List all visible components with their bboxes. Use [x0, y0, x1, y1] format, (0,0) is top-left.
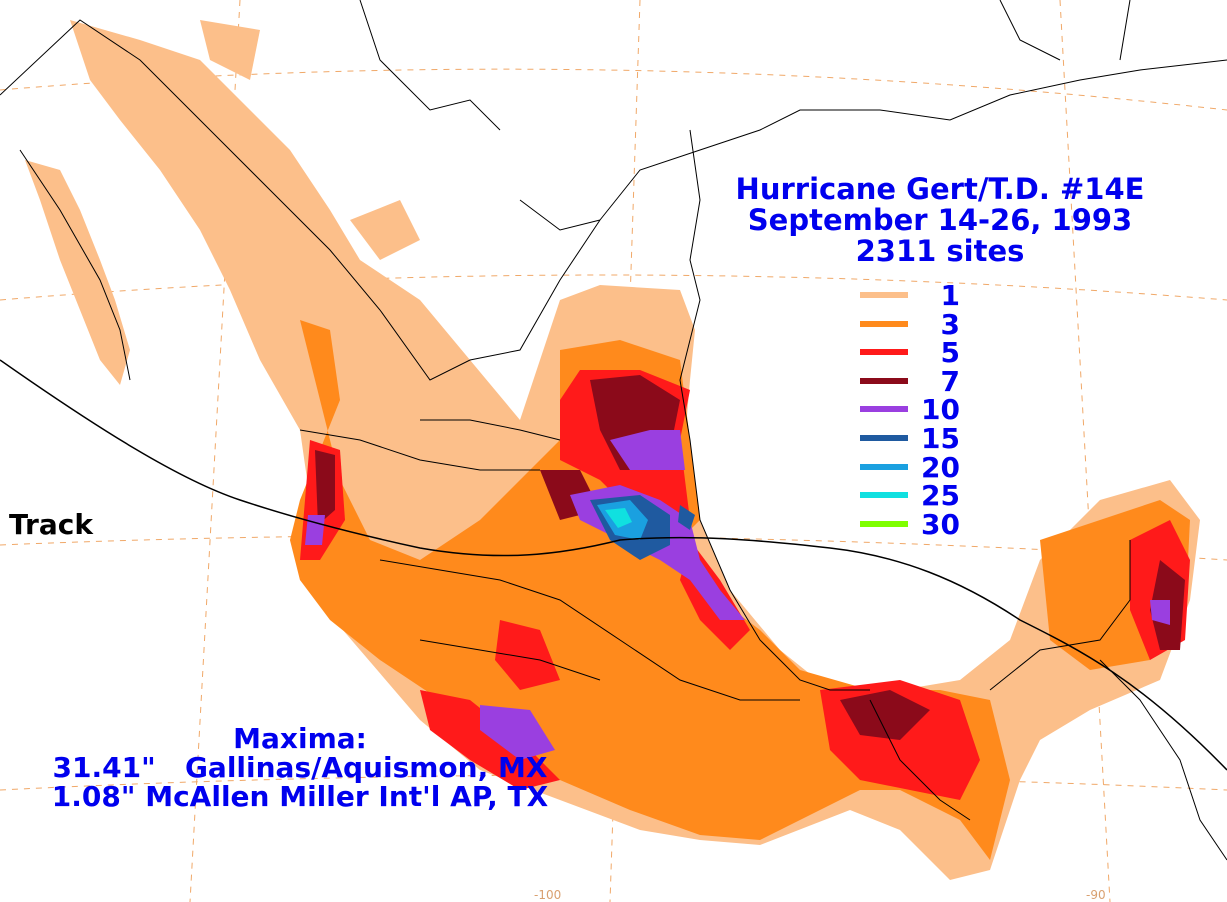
legend-label: 20: [921, 450, 960, 484]
legend-label: 15: [921, 421, 960, 455]
legend-label: 25: [921, 479, 960, 513]
legend-swatch: [860, 520, 908, 527]
legend-label: 1: [940, 279, 960, 312]
legend-swatch: [860, 492, 908, 499]
title-line-3: 2311 sites: [855, 234, 1025, 268]
legend-swatch: [860, 349, 908, 356]
legend-item: 5: [860, 339, 980, 368]
legend-swatch: [860, 434, 908, 441]
legend-label: 7: [940, 364, 960, 398]
maxima-line-2: 1.08" McAllen Miller Int'l AP, TX: [51, 780, 549, 813]
rain-25in: [605, 508, 632, 528]
legend-label: 3: [940, 307, 960, 341]
legend-item: 15: [860, 421, 980, 455]
title-line-2: September 14-26, 1993: [747, 203, 1133, 237]
maxima-block: Maxima: 31.41" Gallinas/Aquismon, MX 1.0…: [30, 724, 570, 811]
legend-label: 5: [940, 336, 960, 370]
legend-label: 10: [921, 393, 960, 427]
legend-swatch: [860, 320, 908, 327]
legend-item: 25: [860, 482, 980, 511]
hurricane-track: [0, 359, 1227, 771]
maxima-heading: Maxima:: [233, 722, 367, 755]
legend-item: 1: [860, 282, 980, 311]
legend-swatch: [860, 406, 908, 413]
track-label: Track: [9, 508, 93, 541]
lon-tick-right: -90: [1086, 888, 1106, 902]
legend-swatch: [860, 463, 908, 470]
legend-item: 7: [860, 364, 980, 398]
map-title: Hurricane Gert/T.D. #14E September 14-26…: [700, 174, 1180, 267]
legend-item: 3: [860, 307, 980, 341]
legend-item: 10: [860, 396, 980, 425]
maxima-line-1: 31.41" Gallinas/Aquismon, MX: [52, 751, 548, 784]
lon-tick-left: -100: [534, 888, 562, 902]
title-line-1: Hurricane Gert/T.D. #14E: [735, 172, 1145, 206]
legend-label: 30: [921, 507, 960, 541]
legend-item: 30: [860, 507, 980, 541]
legend-item: 20: [860, 450, 980, 484]
country-borders: [0, 0, 1227, 861]
legend-swatch: [860, 377, 908, 384]
legend-swatch: [860, 292, 908, 298]
legend: 1 3 5 7 10 15 20 25 30: [860, 282, 980, 539]
